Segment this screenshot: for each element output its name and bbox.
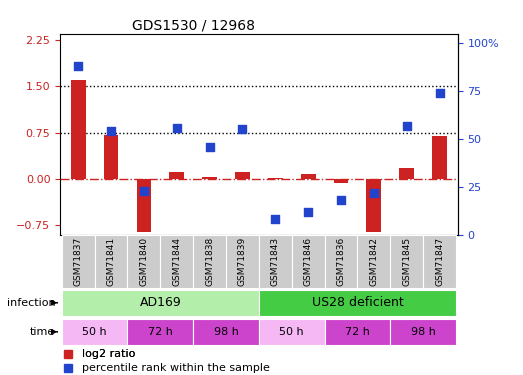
Text: GSM71836: GSM71836	[336, 237, 346, 286]
Point	[238, 126, 247, 132]
Bar	[367, 179, 381, 232]
Bar	[259, 319, 325, 345]
Text: GSM71845: GSM71845	[402, 237, 411, 286]
Bar	[62, 235, 95, 288]
Bar	[62, 290, 259, 316]
Bar	[390, 235, 423, 288]
Point	[140, 188, 148, 194]
Text: 98 h: 98 h	[411, 327, 436, 337]
Text: 50 h: 50 h	[279, 327, 304, 337]
Text: 98 h: 98 h	[213, 327, 238, 337]
Bar	[259, 235, 292, 288]
Point	[337, 197, 345, 203]
Text: US28 deficient: US28 deficient	[312, 296, 403, 309]
Text: log2 ratio: log2 ratio	[82, 349, 135, 359]
Text: GSM71841: GSM71841	[107, 237, 116, 286]
Bar	[169, 172, 184, 179]
Text: GSM71846: GSM71846	[304, 237, 313, 286]
Text: GSM71837: GSM71837	[74, 237, 83, 286]
Text: infection: infection	[7, 298, 55, 308]
Point	[370, 190, 378, 196]
Bar	[423, 235, 456, 288]
Text: 72 h: 72 h	[345, 327, 370, 337]
Bar	[334, 179, 348, 183]
Bar	[193, 319, 259, 345]
Point	[271, 216, 279, 222]
Point	[403, 123, 411, 129]
Text: percentile rank within the sample: percentile rank within the sample	[82, 363, 270, 373]
Bar	[325, 319, 390, 345]
Bar	[95, 235, 128, 288]
Text: GSM71842: GSM71842	[369, 237, 378, 286]
Text: time: time	[30, 327, 55, 337]
Bar	[235, 172, 250, 179]
Text: GDS1530 / 12968: GDS1530 / 12968	[132, 19, 255, 33]
Bar	[400, 168, 414, 179]
Text: GSM71843: GSM71843	[271, 237, 280, 286]
Point	[435, 90, 444, 96]
Bar	[292, 235, 325, 288]
Bar	[259, 290, 456, 316]
Text: GSM71844: GSM71844	[172, 237, 181, 286]
Text: GSM71847: GSM71847	[435, 237, 444, 286]
Text: 50 h: 50 h	[82, 327, 107, 337]
Bar	[137, 179, 151, 232]
Point	[107, 128, 115, 134]
Text: 72 h: 72 h	[148, 327, 173, 337]
Bar	[128, 235, 161, 288]
Bar	[432, 136, 447, 179]
Text: GSM71838: GSM71838	[205, 237, 214, 286]
Bar	[71, 80, 86, 179]
Bar	[193, 235, 226, 288]
Bar	[357, 235, 390, 288]
Point	[304, 209, 312, 215]
Bar	[62, 319, 128, 345]
Text: GSM71839: GSM71839	[238, 237, 247, 286]
Bar	[325, 235, 357, 288]
Text: log2 ratio: log2 ratio	[82, 349, 135, 359]
Bar	[226, 235, 259, 288]
Point	[173, 124, 181, 130]
Bar	[128, 319, 193, 345]
Bar	[104, 135, 118, 179]
Bar	[202, 177, 217, 179]
Bar	[301, 174, 315, 179]
Text: AD169: AD169	[140, 296, 181, 309]
Bar	[390, 319, 456, 345]
Point	[74, 63, 83, 69]
Text: GSM71840: GSM71840	[140, 237, 149, 286]
Bar	[268, 178, 283, 179]
Bar	[161, 235, 193, 288]
Point	[206, 144, 214, 150]
